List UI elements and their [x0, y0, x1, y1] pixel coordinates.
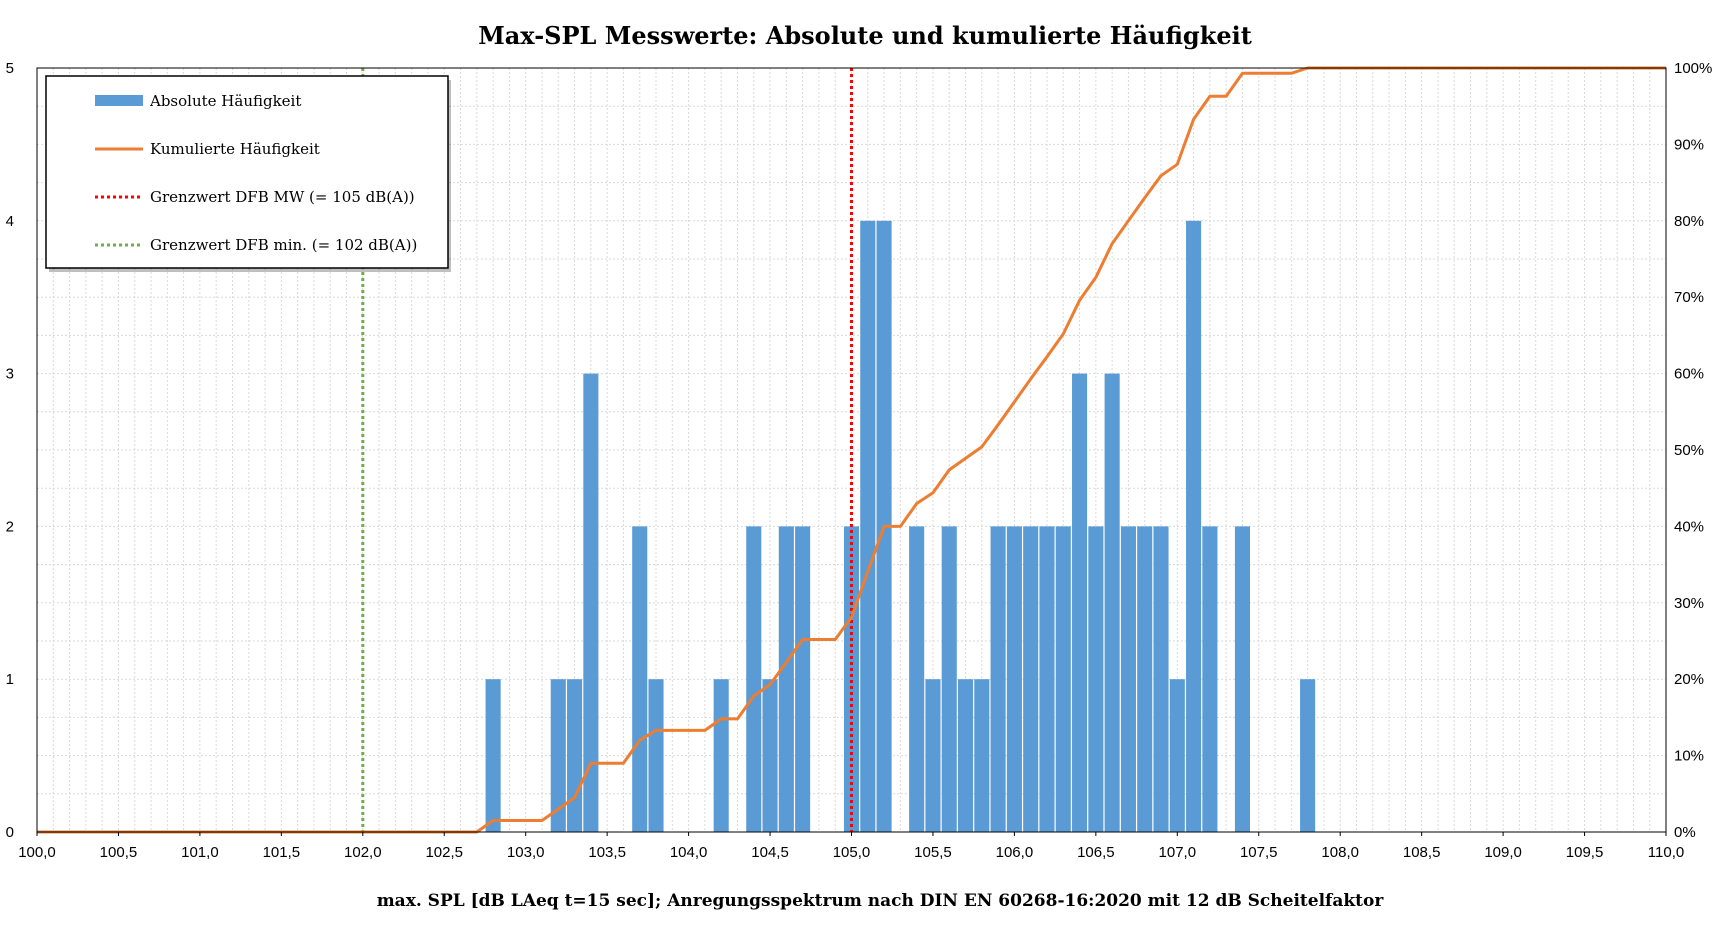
legend-box	[45, 75, 449, 269]
bar	[1234, 526, 1251, 832]
y-tick-label: 1	[6, 671, 14, 688]
y-tick-label: 3	[6, 366, 14, 383]
bar	[746, 526, 762, 832]
x-tick-label: 108,0	[1321, 844, 1359, 861]
y-tick-label: 2	[6, 518, 14, 535]
bar	[1088, 526, 1104, 832]
bar	[795, 526, 811, 832]
x-tick-label: 102,0	[344, 844, 382, 861]
y2-tick-label: 80%	[1674, 213, 1704, 230]
bar	[1153, 526, 1169, 832]
legend-label: Kumulierte Häufigkeit	[150, 140, 320, 158]
bar	[1137, 526, 1153, 832]
y-tick-label: 4	[6, 213, 14, 230]
bar	[925, 679, 941, 832]
x-tick-label: 105,5	[914, 844, 952, 861]
bar	[762, 679, 778, 832]
bar	[713, 679, 729, 832]
x-axis-label: max. SPL [dB LAeq t=15 sec]; Anregungssp…	[377, 891, 1385, 911]
y-tick-label: 5	[6, 60, 14, 77]
x-tick-label: 109,0	[1484, 844, 1522, 861]
y-tick-labels: 0 1 2 3 4 5	[6, 60, 14, 841]
y2-tick-label: 90%	[1674, 136, 1704, 153]
chart-title: Max-SPL Messwerte: Absolute und kumulier…	[478, 21, 1252, 50]
legend-label: Absolute Häufigkeit	[149, 92, 301, 110]
bars	[485, 220, 1316, 833]
bar	[550, 679, 566, 832]
legend-label: Grenzwert DFB MW (= 105 dB(A))	[150, 188, 415, 206]
bar	[909, 526, 925, 832]
x-tick-label: 104,0	[670, 844, 708, 861]
x-tick-label: 107,0	[1159, 844, 1197, 861]
x-tick-label: 100,5	[100, 844, 138, 861]
legend-swatch	[95, 95, 143, 106]
legend-label: Grenzwert DFB min. (= 102 dB(A))	[150, 236, 417, 254]
y2-tick-label: 70%	[1674, 289, 1704, 306]
bar	[990, 526, 1006, 832]
bar	[1120, 526, 1136, 832]
bar	[485, 679, 501, 832]
y2-tick-label: 20%	[1674, 671, 1704, 688]
y2-tick-label: 40%	[1674, 518, 1704, 535]
legend: Absolute Häufigkeit Kumulierte Häufigkeit…	[45, 75, 451, 272]
x-tick-label: 103,0	[507, 844, 545, 861]
x-tick-label: 101,0	[181, 844, 219, 861]
y2-tick-label: 50%	[1674, 442, 1704, 459]
bar	[778, 526, 794, 832]
y-tick-label: 0	[6, 824, 14, 841]
bar	[1300, 679, 1316, 832]
bar	[860, 220, 876, 833]
bar	[941, 526, 957, 832]
cumulative-series-line	[37, 66, 1666, 834]
bar	[974, 679, 990, 832]
y2-tick-label: 0%	[1674, 824, 1696, 841]
x-tick-label: 103,5	[588, 844, 626, 861]
x-tick-label: 101,5	[263, 844, 301, 861]
x-tick-label: 102,5	[425, 844, 463, 861]
bar	[1202, 526, 1218, 832]
bar	[1023, 526, 1039, 832]
x-tick-label: 105,0	[833, 844, 871, 861]
bar	[1055, 526, 1071, 832]
x-tick-label: 104,5	[751, 844, 789, 861]
cumulative-line	[37, 66, 1666, 834]
x-tick-label: 100,0	[18, 844, 56, 861]
x-tick-label: 106,0	[996, 844, 1034, 861]
y2-tick-label: 10%	[1674, 748, 1704, 765]
bar	[1169, 679, 1185, 832]
bar	[632, 526, 648, 832]
bar	[1104, 373, 1120, 832]
bar	[1072, 373, 1088, 832]
bar	[957, 679, 974, 832]
x-tick-label: 107,5	[1240, 844, 1278, 861]
x-tick-label: 110,0	[1648, 844, 1684, 861]
bar	[1006, 526, 1022, 832]
bar	[567, 679, 583, 832]
bar	[648, 679, 664, 832]
bar	[1186, 220, 1202, 833]
y2-tick-label: 60%	[1674, 366, 1704, 383]
y2-tick-label: 30%	[1674, 595, 1704, 612]
bar	[583, 373, 599, 832]
x-tick-label: 108,5	[1403, 844, 1441, 861]
y2-tick-labels: 0% 10% 20% 30% 40% 50% 60% 70% 80% 90% 100%	[1674, 60, 1712, 841]
x-tick-label: 106,5	[1077, 844, 1115, 861]
y2-tick-label: 100%	[1674, 60, 1712, 77]
x-tick-labels: 100,0 100,5 101,0 101,5 102,0 102,5 103,0 103,5…	[18, 832, 1684, 861]
bar	[1039, 526, 1055, 832]
x-tick-label: 109,5	[1566, 844, 1604, 861]
